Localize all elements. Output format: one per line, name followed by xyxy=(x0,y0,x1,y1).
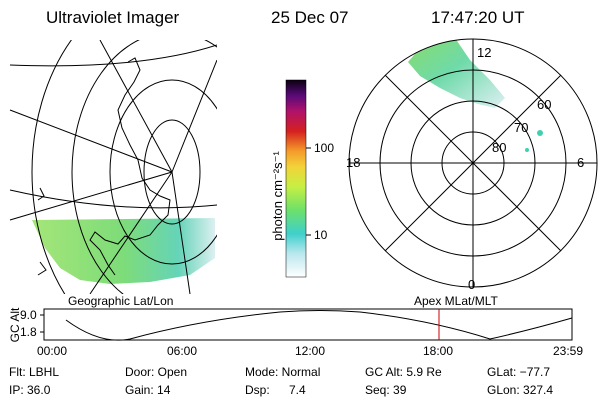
colorbar-tick-100: 100 xyxy=(314,141,335,155)
mode-info: Mode: Normal xyxy=(245,365,321,379)
mlat-label-60: 60 xyxy=(537,97,552,112)
mlt-label-0: 0 xyxy=(468,277,476,292)
mlat-label-70: 70 xyxy=(514,120,529,135)
aurora-region-geo xyxy=(32,218,215,284)
mlat-label-80: 80 xyxy=(492,140,507,155)
gc-alt-info: GC Alt: 5.9 Re xyxy=(365,365,442,379)
aurora-region-polar xyxy=(408,39,505,108)
colorbar-tick-10: 10 xyxy=(314,228,328,242)
gc-alt-axis-label: GC Alt xyxy=(8,307,22,343)
glon-info: GLon: 327.4 xyxy=(487,383,554,397)
dsp-value: 7.4 xyxy=(289,383,306,397)
coastline xyxy=(89,57,171,276)
alt-tick-9: 9.0 xyxy=(20,308,37,322)
geographic-label: Geographic Lat/Lon xyxy=(68,294,174,308)
altitude-curve xyxy=(65,310,573,341)
time-tick-0600: 06:00 xyxy=(167,344,198,358)
door-info: Door: Open xyxy=(125,365,188,379)
aurora-spot xyxy=(525,148,529,152)
aurora-spot xyxy=(537,130,543,136)
ip-info: IP: 36.0 xyxy=(9,383,51,397)
mlt-label-6: 6 xyxy=(577,155,585,170)
date-label: 25 Dec 07 xyxy=(271,8,349,27)
apex-label: Apex MLat/MLT xyxy=(414,294,498,308)
time-tick-1200: 12:00 xyxy=(295,344,326,358)
filter-info: Flt: LBHL xyxy=(9,365,60,379)
instrument-title: Ultraviolet Imager xyxy=(46,8,180,27)
time-label: 17:47:20 UT xyxy=(431,8,525,27)
dsp-label: Dsp: xyxy=(245,383,270,397)
mlt-label-12: 12 xyxy=(477,45,492,60)
mlt-label-18: 18 xyxy=(346,155,361,170)
time-tick-2359: 23:59 xyxy=(553,344,584,358)
glat-info: GLat: −77.7 xyxy=(487,365,551,379)
alt-tick-1-8: 1.8 xyxy=(20,325,37,339)
time-tick-0000: 00:00 xyxy=(37,344,68,358)
seq-info: Seq: 39 xyxy=(365,383,407,397)
gain-info: Gain: 14 xyxy=(125,383,171,397)
time-tick-1800: 18:00 xyxy=(423,344,454,358)
